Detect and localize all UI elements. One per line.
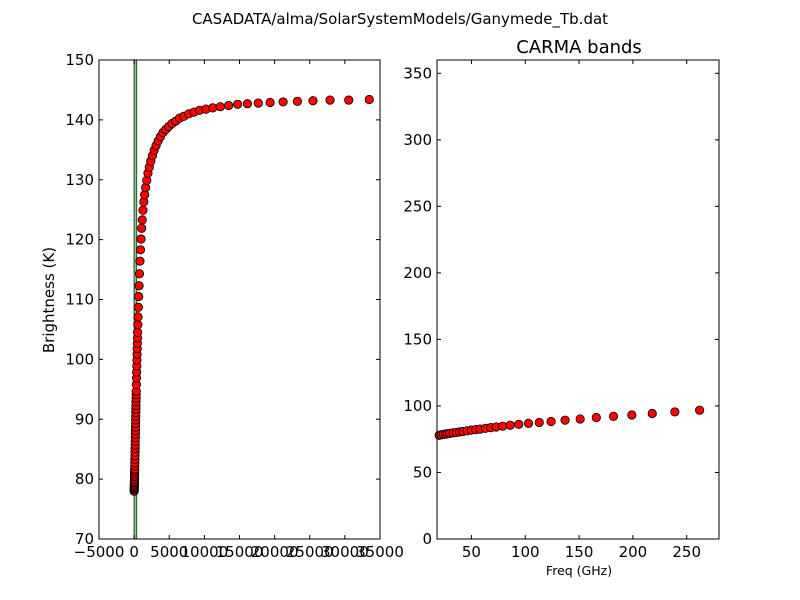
left-data-point	[242, 99, 253, 109]
left-data-point	[215, 102, 225, 112]
left-data-point	[364, 94, 374, 105]
left-x-tick-label: 25000	[286, 543, 334, 561]
left-y-tick-label: 100	[65, 350, 94, 368]
right-x-axis-label: Freq (GHz)	[546, 563, 612, 578]
left-data-point	[208, 103, 218, 113]
right-data-point	[647, 408, 657, 419]
right-y-tick-label: 350	[403, 64, 432, 82]
left-y-tick-label: 110	[65, 291, 94, 309]
right-data-point	[514, 419, 524, 429]
right-plot-area	[437, 60, 719, 539]
left-data-point	[133, 327, 143, 338]
right-data-point	[575, 414, 585, 424]
left-x-tick-label: 30000	[321, 543, 369, 561]
left-data-point	[292, 96, 302, 106]
left-y-tick-label: 70	[75, 530, 94, 548]
left-data-point	[135, 245, 146, 255]
left-plot-area	[99, 60, 380, 539]
left-x-tick-label: 0	[129, 543, 139, 561]
right-y-tick-label: 150	[403, 330, 432, 348]
right-data-point	[670, 407, 680, 417]
left-y-tick-label: 150	[65, 51, 94, 69]
left-data-point	[265, 97, 275, 108]
left-data-point	[133, 312, 143, 322]
right-data-point	[546, 416, 556, 427]
left-data-point	[278, 97, 288, 107]
left-data-point	[344, 95, 354, 105]
left-data-point	[133, 320, 143, 330]
right-data-point	[695, 405, 705, 415]
right-y-tick-label: 0	[422, 530, 432, 548]
right-plot-title: CARMA bands	[516, 37, 642, 58]
left-y-tick-label: 120	[65, 231, 94, 249]
left-x-tick-label: 20000	[251, 543, 299, 561]
left-data-point	[224, 100, 234, 111]
figure-suptitle: CASADATA/alma/SolarSystemModels/Ganymede…	[192, 10, 608, 29]
right-y-tick-label: 50	[413, 463, 432, 481]
right-x-tick-label: 250	[672, 543, 701, 561]
right-x-tick-label: 150	[565, 543, 594, 561]
right-data-point	[534, 417, 544, 428]
left-data-point	[325, 95, 335, 105]
left-y-tick-label: 130	[65, 171, 94, 189]
left-data-point	[137, 223, 147, 233]
right-y-tick-label: 200	[403, 264, 432, 282]
left-data-point	[134, 269, 145, 279]
left-data-point	[136, 234, 146, 244]
left-data-point	[133, 302, 143, 312]
left-data-point	[135, 256, 145, 266]
right-x-tick-label: 50	[462, 543, 481, 561]
left-x-tick-label: 35000	[356, 543, 404, 561]
left-data-point	[138, 205, 148, 215]
left-x-tick-label: 10000	[181, 543, 229, 561]
right-data-point	[498, 421, 508, 431]
right-data-point	[505, 420, 515, 430]
right-x-tick-label: 100	[511, 543, 540, 561]
brightness-vs-frequency-plot: Brightness (K) −5000 0 5000100001500020000…	[40, 51, 404, 561]
right-axes-frame	[436, 59, 720, 540]
left-x-tick-label: 15000	[216, 543, 264, 561]
left-data-point	[134, 281, 144, 291]
right-y-tick-label: 100	[403, 397, 432, 415]
left-data-point	[137, 215, 147, 225]
left-y-tick-label: 140	[65, 111, 94, 129]
right-y-tick-label: 300	[403, 131, 432, 149]
right-data-point	[591, 412, 601, 423]
left-y-axis-label: Brightness (K)	[40, 247, 58, 353]
right-x-tick-label: 200	[619, 543, 648, 561]
right-data-point	[523, 418, 534, 428]
left-data-point	[134, 291, 144, 302]
left-x-tick-label: −5000	[74, 543, 125, 561]
carma-bands-plot: CARMA bands Freq (GHz) 50 100 150 200 250 0 50…	[403, 37, 720, 578]
right-data-point	[560, 415, 570, 425]
right-data-point	[627, 410, 637, 420]
right-y-tick-label: 250	[403, 197, 432, 215]
left-y-tick-label: 90	[75, 410, 94, 428]
left-x-tick-label: 5000	[150, 543, 188, 561]
right-data-point	[608, 411, 619, 421]
left-data-point	[233, 99, 243, 109]
left-y-tick-label: 80	[75, 470, 94, 488]
left-data-point	[253, 98, 263, 108]
left-data-point	[308, 96, 318, 106]
